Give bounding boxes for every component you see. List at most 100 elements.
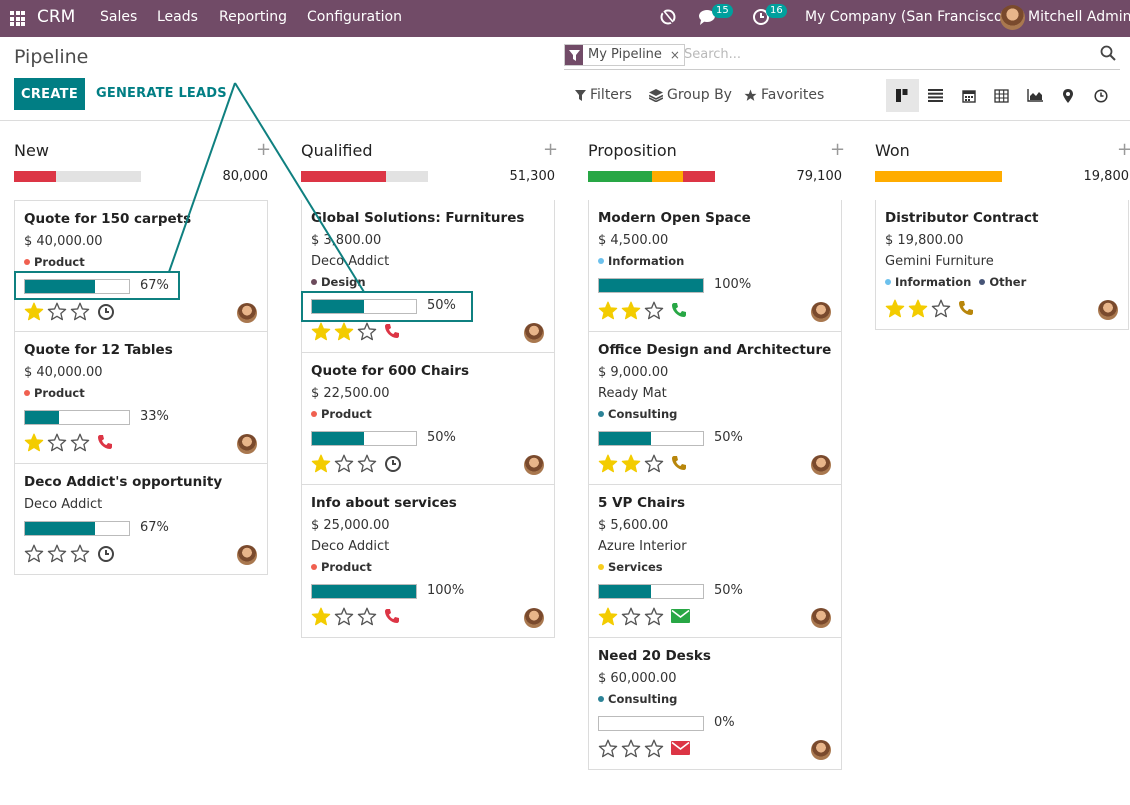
mail-activity-icon[interactable] [671, 608, 690, 626]
priority-stars[interactable] [598, 454, 664, 477]
menu-leads[interactable]: Leads [157, 9, 198, 25]
quick-create-button[interactable]: + [1117, 139, 1130, 160]
probability-progress-bar[interactable] [311, 431, 417, 446]
pivot-view-button[interactable] [985, 79, 1018, 112]
salesperson-avatar[interactable] [811, 455, 831, 475]
progress-segment[interactable] [386, 171, 428, 182]
star-empty-icon[interactable] [598, 739, 618, 762]
activity-clock-icon[interactable]: 16 [752, 4, 787, 30]
progress-segment[interactable] [588, 171, 652, 182]
star-empty-icon[interactable] [334, 454, 354, 477]
priority-stars[interactable] [24, 544, 90, 567]
star-filled-icon[interactable] [908, 299, 928, 322]
priority-stars[interactable] [598, 739, 664, 762]
kanban-card[interactable]: Quote for 600 Chairs $ 22,500.00 Product 50… [301, 353, 555, 485]
progress-segment[interactable] [14, 171, 56, 182]
column-progress-bar[interactable] [588, 171, 715, 182]
menu-reporting[interactable]: Reporting [219, 9, 288, 25]
probability-progress-bar[interactable] [598, 584, 704, 599]
user-menu[interactable]: Mitchell Admin [1028, 9, 1130, 25]
calendar-view-button[interactable] [952, 79, 985, 112]
map-view-button[interactable] [1051, 79, 1084, 112]
probability-progress-bar[interactable] [24, 410, 130, 425]
star-empty-icon[interactable] [70, 302, 90, 325]
messages-icon[interactable]: 15 [698, 4, 733, 30]
probability-progress-bar[interactable] [598, 716, 704, 731]
phone-activity-icon[interactable] [384, 323, 402, 341]
kanban-view-button[interactable] [886, 79, 919, 112]
star-empty-icon[interactable] [644, 607, 664, 630]
progress-segment[interactable] [683, 171, 715, 182]
clock-activity-icon[interactable] [97, 303, 115, 321]
star-filled-icon[interactable] [311, 607, 331, 630]
star-filled-icon[interactable] [311, 322, 331, 345]
priority-stars[interactable] [598, 301, 664, 324]
star-filled-icon[interactable] [598, 454, 618, 477]
star-filled-icon[interactable] [885, 299, 905, 322]
probability-progress-bar[interactable] [24, 279, 130, 294]
star-filled-icon[interactable] [24, 302, 44, 325]
apps-grid-icon[interactable] [10, 11, 25, 26]
generate-leads-button[interactable]: GENERATE LEADS [96, 86, 227, 101]
salesperson-avatar[interactable] [237, 545, 257, 565]
salesperson-avatar[interactable] [237, 434, 257, 454]
search-icon[interactable] [1100, 45, 1116, 61]
menu-sales[interactable]: Sales [100, 9, 138, 25]
progress-segment[interactable] [651, 171, 684, 182]
star-empty-icon[interactable] [644, 454, 664, 477]
probability-progress-bar[interactable] [24, 521, 130, 536]
mail-activity-icon[interactable] [671, 740, 690, 758]
priority-stars[interactable] [311, 607, 377, 630]
kanban-card[interactable]: Deco Addict's opportunity Deco Addict 67% [14, 464, 268, 575]
salesperson-avatar[interactable] [811, 740, 831, 760]
star-empty-icon[interactable] [24, 544, 44, 567]
user-avatar[interactable] [1000, 5, 1025, 30]
phone-activity-icon[interactable] [671, 302, 689, 320]
quick-create-button[interactable]: + [543, 139, 559, 160]
clock-activity-icon[interactable] [384, 455, 402, 473]
star-filled-icon[interactable] [598, 301, 618, 324]
star-filled-icon[interactable] [621, 301, 641, 324]
progress-segment[interactable] [301, 171, 387, 182]
star-filled-icon[interactable] [334, 322, 354, 345]
salesperson-avatar[interactable] [524, 608, 544, 628]
column-progress-bar[interactable] [14, 171, 141, 182]
kanban-card[interactable]: Global Solutions: Furnitures $ 3,800.00 De… [301, 200, 555, 353]
quick-create-button[interactable]: + [256, 139, 272, 160]
activity-view-button[interactable] [1084, 79, 1117, 112]
salesperson-avatar[interactable] [237, 303, 257, 323]
star-empty-icon[interactable] [931, 299, 951, 322]
filters-dropdown[interactable]: Filters [575, 87, 632, 103]
salesperson-avatar[interactable] [524, 455, 544, 475]
star-filled-icon[interactable] [598, 607, 618, 630]
app-brand[interactable]: CRM [37, 7, 76, 27]
search-input[interactable]: Search... [684, 47, 742, 62]
star-empty-icon[interactable] [644, 301, 664, 324]
bug-icon[interactable] [658, 7, 678, 31]
star-filled-icon[interactable] [621, 454, 641, 477]
kanban-card[interactable]: Quote for 12 Tables $ 40,000.00 Product 33% [14, 332, 268, 464]
kanban-card[interactable]: Info about services $ 25,000.00 Deco Addic… [301, 485, 555, 638]
star-empty-icon[interactable] [47, 302, 67, 325]
kanban-card[interactable]: Modern Open Space $ 4,500.00 Information 10… [588, 200, 842, 332]
salesperson-avatar[interactable] [524, 323, 544, 343]
phone-activity-icon[interactable] [97, 434, 115, 452]
kanban-card[interactable]: Need 20 Desks $ 60,000.00 Consulting 0% [588, 638, 842, 770]
priority-stars[interactable] [598, 607, 664, 630]
groupby-dropdown[interactable]: Group By [649, 87, 732, 103]
column-progress-bar[interactable] [301, 171, 428, 182]
phone-activity-icon[interactable] [671, 455, 689, 473]
probability-progress-bar[interactable] [311, 584, 417, 599]
star-empty-icon[interactable] [70, 433, 90, 456]
menu-configuration[interactable]: Configuration [307, 9, 402, 25]
create-button[interactable]: CREATE [14, 78, 85, 110]
clock-activity-icon[interactable] [97, 545, 115, 563]
star-empty-icon[interactable] [357, 607, 377, 630]
kanban-card[interactable]: Quote for 150 carpets $ 40,000.00 Product 6… [14, 200, 268, 332]
star-empty-icon[interactable] [47, 544, 67, 567]
star-filled-icon[interactable] [24, 433, 44, 456]
priority-stars[interactable] [311, 454, 377, 477]
salesperson-avatar[interactable] [1098, 300, 1118, 320]
star-empty-icon[interactable] [70, 544, 90, 567]
star-empty-icon[interactable] [644, 739, 664, 762]
